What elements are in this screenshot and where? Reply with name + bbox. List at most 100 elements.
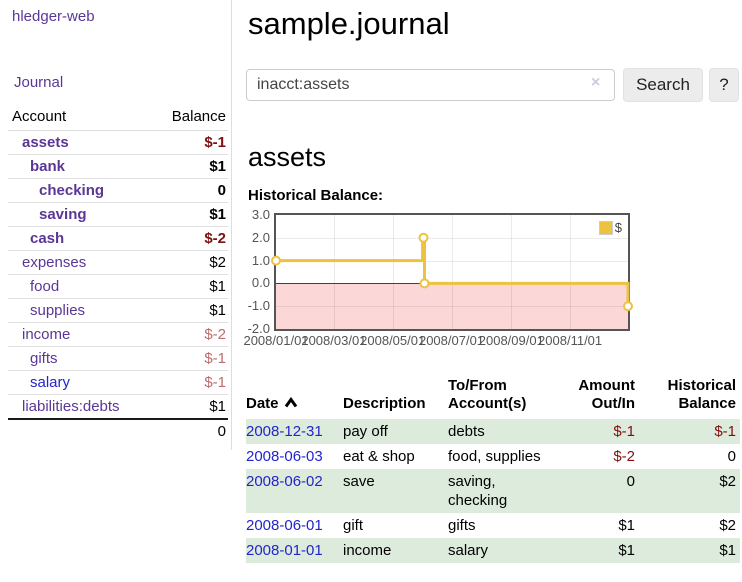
transaction-date-link[interactable]: 2008-06-01 <box>246 517 323 534</box>
sidebar: hledger-web Journal Account Balance asse… <box>0 0 232 450</box>
transaction-date-link[interactable]: 2008-01-01 <box>246 542 323 559</box>
gridline <box>276 306 628 308</box>
account-row-assets: assets $-1 <box>8 130 228 155</box>
account-balance: 0 <box>150 178 228 203</box>
search-button[interactable]: Search <box>623 68 703 102</box>
app-brand-link[interactable]: hledger-web <box>12 8 95 25</box>
help-button[interactable]: ? <box>709 68 739 102</box>
y-tick-label: 1.0 <box>251 252 270 268</box>
transaction-amount: $-2 <box>613 448 635 465</box>
register-row: 2008-06-03 eat & shop food, supplies $-2… <box>246 444 740 469</box>
x-tick-label: 2008/07/01 <box>418 333 485 348</box>
transaction-description: eat & shop <box>343 448 415 465</box>
sidebar-item-journal[interactable]: Journal <box>14 74 64 91</box>
account-balance: $-1 <box>150 370 228 395</box>
account-row-bank: bank $1 <box>8 154 228 179</box>
account-link-food[interactable]: food <box>30 278 60 295</box>
account-balance: $-1 <box>150 130 228 155</box>
balance-step-line <box>271 232 633 312</box>
transaction-date-link[interactable]: 2008-12-31 <box>246 423 323 440</box>
transaction-date-link[interactable]: 2008-06-02 <box>246 473 323 490</box>
transaction-accounts: food, supplies <box>448 448 541 465</box>
register-header-accounts: To/From Account(s) <box>448 377 527 412</box>
y-tick-label: 0.0 <box>251 275 270 291</box>
account-link-salary[interactable]: salary <box>30 374 71 391</box>
account-balance: $1 <box>150 274 228 299</box>
account-link-bank[interactable]: bank <box>30 158 66 175</box>
register-header-row: Date Description To/From Account(s) Amou… <box>246 375 740 419</box>
chart-label: Historical Balance: <box>248 187 384 204</box>
gridline <box>333 215 335 329</box>
register-header-description: Description <box>343 395 426 412</box>
gridline <box>276 237 628 239</box>
transaction-description: income <box>343 542 392 559</box>
clear-search-icon[interactable]: × <box>591 74 601 91</box>
search-input[interactable] <box>246 69 615 101</box>
transaction-balance: $2 <box>719 473 736 490</box>
gridline <box>511 215 513 329</box>
transaction-accounts: saving, checking <box>448 473 508 509</box>
account-link-cash[interactable]: cash <box>30 230 65 247</box>
y-tick-label: 2.0 <box>251 229 270 245</box>
register-row: 2008-01-01 income salary $1 $1 <box>246 538 740 563</box>
account-balance: $-2 <box>150 226 228 251</box>
accounts-header-row: Account Balance <box>8 104 228 131</box>
accounts-header-balance: Balance <box>150 104 228 131</box>
account-row-salary: salary $-1 <box>8 370 228 395</box>
register-table: Date Description To/From Account(s) Amou… <box>246 375 740 563</box>
account-row-supplies: supplies $1 <box>8 298 228 323</box>
account-row-saving: saving $1 <box>8 202 228 227</box>
legend-label: $ <box>614 220 622 235</box>
register-header-date[interactable]: Date <box>246 375 343 419</box>
transaction-amount: $-1 <box>613 423 635 440</box>
account-row-food: food $1 <box>8 274 228 299</box>
register-row: 2008-12-31 pay off debts $-1 $-1 <box>246 419 740 444</box>
register-row: 2008-06-02 save saving, checking 0 $2 <box>246 469 740 513</box>
transaction-amount: $1 <box>618 542 635 559</box>
register-header-amount: Amount Out/In <box>578 377 635 412</box>
x-tick-label: 2008/01/01 <box>243 333 309 348</box>
gridline <box>276 260 628 262</box>
account-link-liabilities-debts[interactable]: liabilities:debts <box>22 398 120 415</box>
gridline <box>392 215 394 329</box>
account-link-supplies[interactable]: supplies <box>30 302 86 319</box>
accounts-table: Account Balance assets $-1 bank $1 check… <box>8 104 228 443</box>
transaction-description: save <box>343 473 375 490</box>
account-row-cash: cash $-2 <box>8 226 228 251</box>
transaction-balance: 0 <box>727 448 736 465</box>
sort-asc-icon <box>284 396 297 408</box>
account-link-checking[interactable]: checking <box>39 182 105 199</box>
x-tick-label: 2008/09/01 <box>478 333 544 348</box>
search-form: × Search ? <box>246 68 742 102</box>
account-row-checking: checking 0 <box>8 178 228 203</box>
account-balance: $2 <box>150 250 228 275</box>
transaction-description: gift <box>343 517 364 534</box>
transaction-date-link[interactable]: 2008-06-03 <box>246 448 323 465</box>
account-row-gifts: gifts $-1 <box>8 346 228 371</box>
account-heading: assets <box>248 142 327 172</box>
accounts-header-account: Account <box>8 104 151 131</box>
account-balance: $-2 <box>150 322 228 347</box>
account-balance: $1 <box>150 154 228 179</box>
y-tick-label: 3.0 <box>251 207 270 222</box>
register-header-balance: Historical Balance <box>667 377 736 412</box>
transaction-accounts: debts <box>448 423 485 440</box>
chart-legend: $ <box>596 219 624 236</box>
account-link-assets[interactable]: assets <box>22 134 69 151</box>
negative-region <box>276 283 628 329</box>
y-tick-label: -2.0 <box>247 321 270 336</box>
x-tick-label: 2008/03/01 <box>301 333 367 348</box>
account-link-gifts[interactable]: gifts <box>30 350 58 367</box>
historical-balance-chart: 3.0 2.0 1.0 0.0 -1.0 -2.0 <box>243 207 742 353</box>
account-link-saving[interactable]: saving <box>39 206 87 223</box>
accounts-total-value: 0 <box>217 423 226 440</box>
transaction-balance: $2 <box>719 517 736 534</box>
account-balance: $1 <box>150 202 228 227</box>
transaction-balance: $-1 <box>714 423 736 440</box>
x-tick-label: 2008/05/01 <box>360 333 426 348</box>
transaction-balance: $1 <box>719 542 736 559</box>
account-link-expenses[interactable]: expenses <box>22 254 87 271</box>
transaction-accounts: gifts <box>448 517 476 534</box>
main-content: sample.journal × Search ? assets Histori… <box>243 0 742 563</box>
account-link-income[interactable]: income <box>22 326 71 343</box>
